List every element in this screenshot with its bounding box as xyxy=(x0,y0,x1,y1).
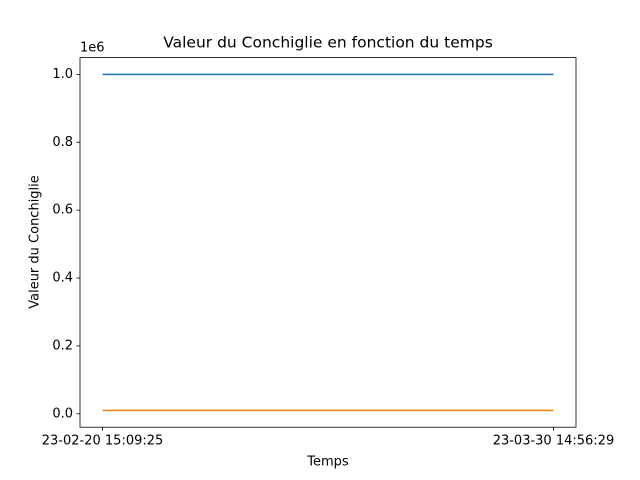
y-axis-label: Valeur du Conchiglie xyxy=(28,175,43,309)
x-axis-label: Temps xyxy=(306,455,349,470)
y-tick-label: 0.4 xyxy=(52,271,73,286)
chart-title: Valeur du Conchiglie en fonction du temp… xyxy=(163,34,493,52)
y-tick-label: 0.2 xyxy=(52,338,73,353)
y-tick-label: 1.0 xyxy=(52,67,73,82)
x-tick-label: 23-03-30 14:56:29 xyxy=(493,434,615,449)
y-offset-text: 1e6 xyxy=(80,41,105,56)
y-tick-label: 0.8 xyxy=(52,135,73,150)
y-tick-label: 0.6 xyxy=(52,203,73,218)
x-tick-label: 23-02-20 15:09:25 xyxy=(42,434,164,449)
plot-frame xyxy=(79,57,577,428)
y-tick-label: 0.0 xyxy=(52,406,73,421)
